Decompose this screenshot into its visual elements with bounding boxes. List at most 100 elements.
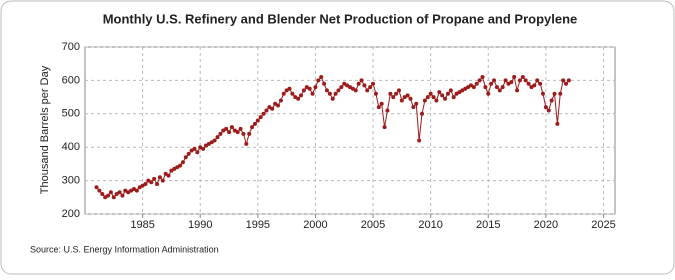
data-point [420, 111, 425, 116]
data-point [281, 91, 286, 96]
data-point [486, 91, 491, 96]
data-point [480, 75, 485, 80]
data-point [532, 83, 537, 88]
y-tick-label: 500 [62, 108, 80, 120]
data-point [523, 78, 528, 83]
data-point [275, 103, 280, 108]
data-point [394, 91, 399, 96]
data-point [515, 88, 520, 93]
data-point [261, 111, 266, 116]
data-point [264, 108, 269, 113]
data-point [558, 91, 563, 96]
data-point [391, 95, 396, 100]
data-point [106, 193, 111, 198]
data-point [235, 130, 240, 135]
data-point [313, 85, 318, 90]
data-point [564, 81, 569, 86]
data-point [396, 88, 401, 93]
data-point [238, 126, 243, 131]
chart-title: Monthly U.S. Refinery and Blender Net Pr… [103, 11, 578, 26]
x-tick-label: 2025 [591, 219, 615, 231]
data-point [252, 121, 257, 126]
data-point [353, 88, 358, 93]
data-point [451, 95, 456, 100]
y-tick-label: 200 [62, 208, 80, 220]
y-tick-label: 600 [62, 74, 80, 86]
y-tick-label: 300 [62, 175, 80, 187]
x-tick-label: 2015 [476, 219, 500, 231]
data-point [408, 96, 413, 101]
data-point [287, 86, 292, 91]
data-point [492, 78, 497, 83]
data-point [368, 85, 373, 90]
data-point [356, 81, 361, 86]
source: Source: U.S. Energy Information Administ… [30, 244, 219, 254]
data-point [526, 81, 531, 86]
data-point [330, 96, 335, 101]
data-point [301, 88, 306, 93]
data-point [431, 95, 436, 100]
data-point [371, 81, 376, 86]
x-tick-label: 1985 [130, 219, 154, 231]
data-point [405, 93, 410, 98]
data-point [278, 98, 283, 103]
data-point [152, 176, 157, 181]
data-point [503, 78, 508, 83]
y-tick-label: 700 [62, 41, 80, 53]
data-point [422, 98, 427, 103]
data-point [497, 88, 502, 93]
data-point [333, 91, 338, 96]
data-point [373, 91, 378, 96]
data-point [299, 93, 304, 98]
data-point [417, 138, 422, 143]
data-point [327, 91, 332, 96]
plot-area [84, 46, 616, 215]
data-point [250, 125, 255, 130]
data-point [552, 91, 557, 96]
data-point [255, 118, 260, 123]
data-point [316, 78, 321, 83]
data-point [290, 91, 295, 96]
data-point [201, 146, 206, 151]
data-point [359, 78, 364, 83]
data-point [322, 81, 327, 86]
x-tick-label: 1990 [188, 219, 212, 231]
data-point [540, 91, 545, 96]
data-point [100, 191, 105, 196]
data-point [388, 91, 393, 96]
data-point [555, 121, 560, 126]
x-tick-label: 2010 [418, 219, 442, 231]
data-point [97, 188, 102, 193]
data-point [546, 108, 551, 113]
data-point [385, 108, 390, 113]
data-point [414, 101, 419, 106]
data-point [108, 190, 113, 195]
data-point [157, 175, 162, 180]
data-point [186, 151, 191, 156]
data-point [149, 180, 154, 185]
data-point [411, 105, 416, 110]
x-tick-label: 2000 [303, 219, 327, 231]
data-point [437, 90, 442, 95]
data-point [517, 78, 522, 83]
data-point [336, 88, 341, 93]
data-point [134, 188, 139, 193]
data-point [549, 98, 554, 103]
data-point [494, 85, 499, 90]
data-point [483, 85, 488, 90]
data-point [310, 91, 315, 96]
data-point [241, 131, 246, 136]
data-point [244, 141, 249, 146]
data-point [379, 101, 384, 106]
data-point [500, 85, 505, 90]
data-point [224, 126, 229, 131]
data-point [561, 78, 566, 83]
data-point [434, 98, 439, 103]
data-point [425, 95, 430, 100]
data-point [120, 193, 125, 198]
data-point [195, 150, 200, 155]
data-point [155, 181, 160, 186]
x-tick-label: 2020 [534, 219, 558, 231]
data-point [440, 93, 445, 98]
